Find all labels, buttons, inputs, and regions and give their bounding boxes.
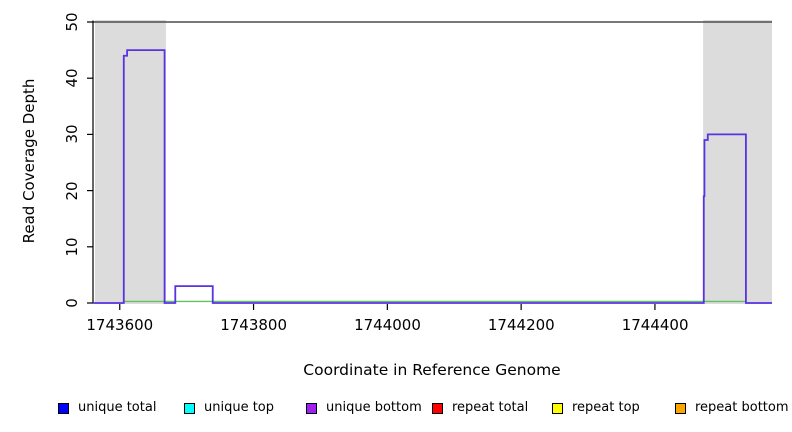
legend-label: unique top <box>204 400 275 415</box>
y-tick-label: 50 <box>63 12 81 32</box>
x-tick-label: 1744200 <box>487 316 555 334</box>
shaded-region <box>95 20 166 304</box>
y-tick-label: 40 <box>63 68 81 88</box>
repeat-total-swatch-icon <box>432 402 443 414</box>
y-tick-label: 20 <box>63 181 81 201</box>
legend-item-unique-total: unique total <box>58 397 156 419</box>
legend-item-repeat-total: repeat total <box>432 397 528 419</box>
shaded-region <box>703 20 772 304</box>
unique-coverage-line <box>93 49 772 304</box>
legend-label: repeat total <box>452 400 529 415</box>
repeat-top-swatch-icon <box>552 402 563 414</box>
x-tick-label: 1744000 <box>354 316 421 334</box>
unique-top-swatch-icon <box>184 402 195 414</box>
y-tick-label: 10 <box>63 237 81 257</box>
x-tick-label: 1743600 <box>86 316 154 334</box>
legend-label: repeat top <box>572 400 640 415</box>
legend-item-unique-bottom: unique bottom <box>306 397 422 419</box>
x-tick-label: 1743800 <box>220 316 287 334</box>
x-axis-title: Coordinate in Reference Genome <box>303 361 561 379</box>
legend-label: unique total <box>78 400 157 415</box>
y-tick-label: 30 <box>63 124 81 144</box>
legend-item-repeat-top: repeat top <box>552 397 640 419</box>
legend-label: repeat bottom <box>695 400 789 415</box>
legend: unique total unique top unique bottom re… <box>0 397 792 421</box>
x-tick-label: 1744400 <box>621 316 689 334</box>
legend-item-unique-top: unique top <box>184 397 274 419</box>
repeat-bottom-swatch-icon <box>675 402 686 414</box>
y-axis-title: Read Coverage Depth <box>20 78 38 244</box>
unique-total-swatch-icon <box>58 402 69 414</box>
legend-label: unique bottom <box>326 400 422 415</box>
legend-item-repeat-bottom: repeat bottom <box>675 397 789 419</box>
unique-bottom-swatch-icon <box>306 402 317 414</box>
